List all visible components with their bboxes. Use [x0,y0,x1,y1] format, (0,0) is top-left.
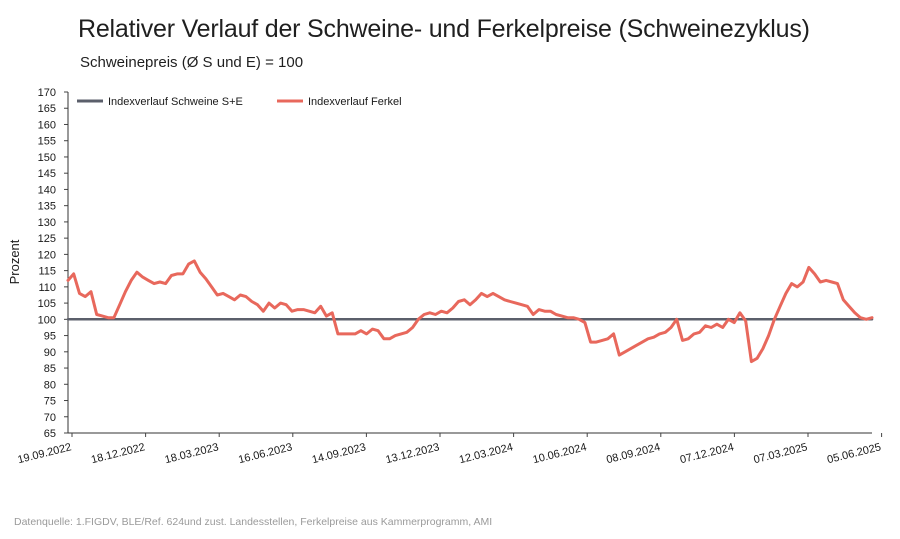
y-tick-label: 130 [38,217,56,229]
data-source-note: Datenquelle: 1.FIGDV, BLE/Ref. 624und zu… [14,516,493,528]
y-tick-label: 125 [38,233,56,245]
y-axis: 65 70 75 80 85 90 95 100 105 110 115 120 125 130 135 14… [38,87,69,440]
x-tick-label: 12.03.2024 [458,441,514,466]
x-tick-label: 18.12.2022 [90,441,146,466]
x-tick-label: 07.03.2025 [752,441,808,466]
x-tick-label: 05.06.2025 [826,441,882,466]
y-tick-label: 100 [38,314,56,326]
y-tick-label: 165 [38,103,56,115]
x-tick-label: 14.09.2023 [311,441,367,466]
y-tick-label: 110 [38,282,56,294]
chart-title: Relativer Verlauf der Schweine- und Ferk… [78,15,810,43]
series-line-ferkel [66,259,874,364]
legend: Indexverlauf Schweine S+E Indexverlauf Fe… [77,96,402,108]
x-tick-label: 07.12.2024 [679,441,735,466]
y-tick-label: 105 [38,298,56,310]
x-tick-label: 08.09.2024 [605,441,661,466]
y-tick-label: 65 [44,428,56,440]
y-tick-label: 80 [44,379,56,391]
x-tick-label: 18.03.2023 [164,441,220,466]
y-tick-label: 75 [44,396,56,408]
y-tick-label: 140 [38,184,56,196]
x-tick-label: 10.06.2024 [532,441,588,466]
legend-label: Indexverlauf Ferkel [308,96,402,108]
y-tick-label: 155 [38,136,56,148]
y-tick-label: 170 [38,87,56,99]
x-tick-label: 16.06.2023 [237,441,293,466]
legend-label: Indexverlauf Schweine S+E [108,96,243,108]
y-tick-label: 160 [38,119,56,131]
y-axis-label: Prozent [7,239,22,284]
chart-subtitle: Schweinepreis (Ø S und E) = 100 [80,54,304,71]
y-tick-label: 150 [38,152,56,164]
y-tick-label: 145 [38,168,56,180]
y-tick-label: 135 [38,201,56,213]
x-tick-label: 13.12.2023 [384,441,440,466]
x-tick-label: 19.09.2022 [16,441,72,466]
y-tick-label: 90 [44,347,56,359]
x-axis: 19.09.2022 18.12.2022 18.03.2023 16.06.2023… [16,432,882,466]
y-tick-label: 120 [38,249,56,261]
y-tick-label: 95 [44,331,56,343]
plot-area [66,259,874,364]
y-tick-label: 70 [44,412,56,424]
y-tick-label: 85 [44,363,56,375]
y-tick-label: 115 [38,266,56,278]
